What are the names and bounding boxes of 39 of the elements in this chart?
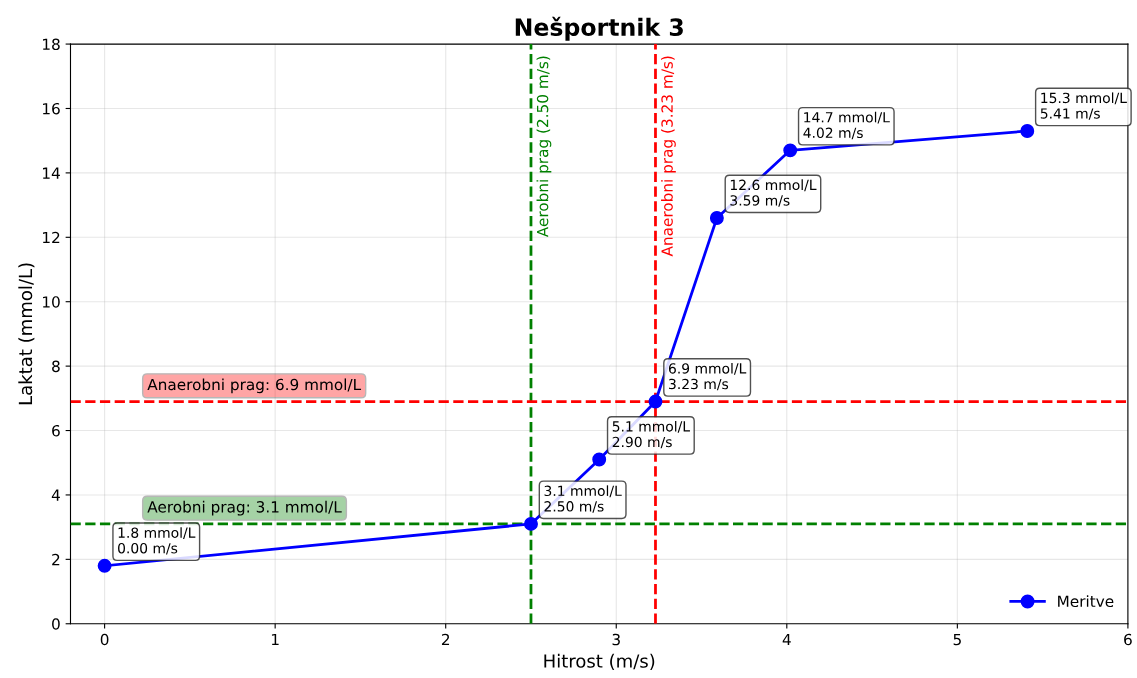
y-tick-label: 18 bbox=[43, 38, 60, 51]
x-tick-label: 2 bbox=[441, 633, 450, 646]
data-label: 1.8 mmol/L 0.00 m/s bbox=[118, 527, 196, 555]
x-tick-label: 6 bbox=[1124, 633, 1132, 646]
ref-line-label: Anaerobni prag: 6.9 mmol/L bbox=[147, 378, 362, 394]
y-tick-label: 4 bbox=[51, 489, 60, 501]
x-tick-label: 0 bbox=[100, 633, 109, 646]
chart-title: Nešportnik 3 bbox=[515, 16, 683, 41]
y-tick-label: 10 bbox=[43, 296, 60, 308]
y-tick-label: 8 bbox=[52, 360, 60, 373]
legend-label: Meritve bbox=[1058, 595, 1114, 608]
data-label: 12.6 mmol/L 3.59 m/s bbox=[730, 179, 817, 207]
data-label: 14.7 mmol/L 4.02 m/s bbox=[803, 111, 890, 140]
y-tick-label: 14 bbox=[43, 167, 60, 179]
point bbox=[648, 394, 663, 409]
y-tick-label: 16 bbox=[43, 102, 60, 115]
point bbox=[524, 516, 538, 531]
x-tick-label: 4 bbox=[782, 633, 791, 646]
y-tick-label: 2 bbox=[52, 553, 60, 566]
x-axis-title: Hitrost (m/s) bbox=[544, 653, 655, 670]
point bbox=[1020, 124, 1035, 138]
y-tick-label: 6 bbox=[52, 425, 60, 437]
ref-line-label: Aerobni prag (2.50 m/s) bbox=[536, 56, 552, 238]
data-label: 15.3 mmol/L 5.41 m/s bbox=[1040, 92, 1127, 120]
ref-line-label: Anaerobni prag (3.23 m/s) bbox=[661, 56, 676, 257]
data-label: 6.9 mmol/L 3.23 m/s bbox=[668, 362, 747, 391]
y-axis-title: Laktat (mmol/L) bbox=[18, 263, 35, 405]
y-tick-label: 12 bbox=[43, 231, 60, 244]
data-label: 3.1 mmol/L 2.50 m/s bbox=[544, 485, 622, 513]
x-tick-label: 5 bbox=[953, 633, 961, 646]
y-tick-label: 0 bbox=[52, 618, 60, 630]
x-tick-label: 3 bbox=[612, 633, 620, 646]
point bbox=[783, 143, 798, 158]
point bbox=[592, 452, 607, 467]
x-tick-label: 1 bbox=[271, 633, 279, 646]
ref-line-label: Aerobni prag: 3.1 mmol/L bbox=[147, 500, 342, 516]
data-label: 5.1 mmol/L 2.90 m/s bbox=[612, 420, 690, 449]
point bbox=[97, 558, 112, 573]
point bbox=[709, 211, 724, 225]
